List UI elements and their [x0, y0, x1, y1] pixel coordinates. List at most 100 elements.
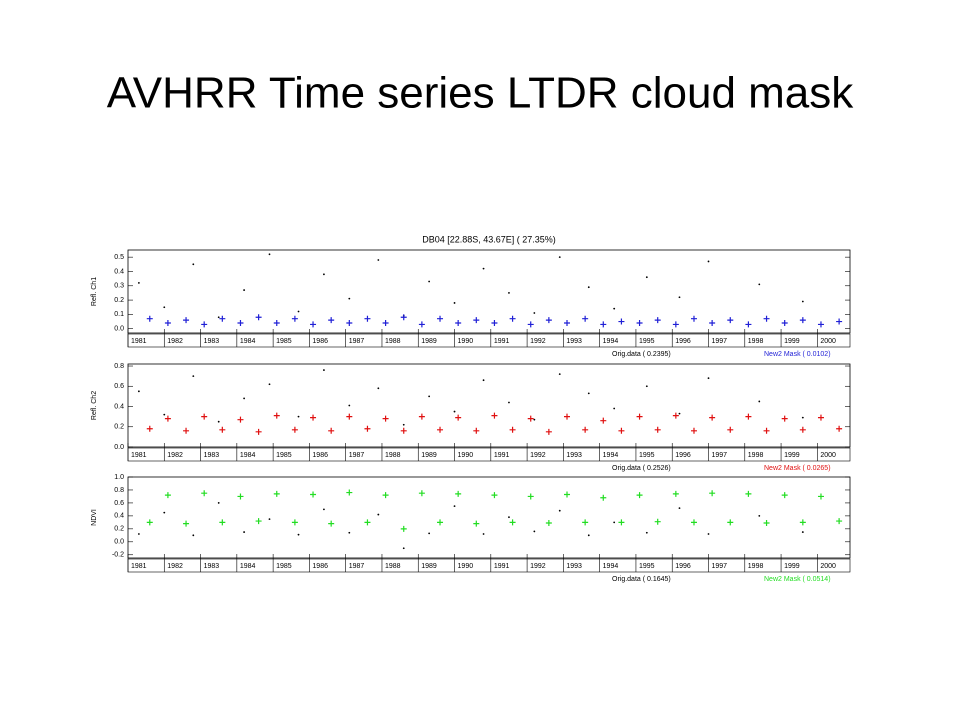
mask-point	[582, 426, 589, 433]
orig-point	[482, 533, 485, 535]
mask-point	[582, 519, 589, 526]
y-tick-label: 0.1	[114, 311, 124, 318]
y-tick-label: 0.8	[114, 363, 124, 370]
x-tick-label: 1997	[712, 563, 728, 570]
orig-point	[587, 392, 590, 395]
x-tick-label: 1987	[349, 338, 365, 345]
mask-point	[164, 319, 171, 326]
mask-point	[763, 427, 770, 434]
mask-point	[799, 426, 806, 433]
mask-point	[382, 492, 389, 499]
legend-entry: Orig.data ( 0.2395)	[612, 351, 671, 358]
x-tick-label: 1998	[748, 452, 764, 459]
chart-title: DB04 [22.88S, 43.67E] ( 27.35%)	[422, 234, 556, 244]
x-tick-label: 1986	[312, 338, 328, 345]
y-axis-label: Refl. Ch2	[91, 391, 98, 420]
mask-point	[455, 319, 462, 326]
mask-point	[564, 413, 571, 420]
x-tick-label: 1997	[712, 452, 728, 459]
y-tick-label: 0.8	[114, 487, 124, 494]
x-tick-label: 1999	[784, 563, 800, 570]
orig-point	[587, 534, 590, 537]
orig-point	[217, 316, 220, 319]
x-tick-label: 1998	[748, 563, 764, 570]
orig-point	[801, 300, 804, 303]
x-tick-label: 1988	[385, 563, 401, 570]
mask-point	[654, 317, 661, 324]
mask-point	[727, 519, 734, 526]
x-tick-label: 1982	[167, 338, 183, 345]
mask-point	[146, 425, 153, 432]
mask-point	[527, 493, 534, 500]
x-tick-label: 2000	[820, 452, 836, 459]
orig-point	[428, 280, 431, 283]
mask-point	[473, 520, 480, 527]
y-tick-label: 0.2	[114, 424, 124, 431]
x-tick-label: 1990	[458, 338, 474, 345]
x-tick-label: 1996	[675, 338, 691, 345]
mask-point	[328, 520, 335, 527]
mask-point	[690, 427, 697, 434]
x-tick-label: 1995	[639, 338, 655, 345]
y-tick-label: 1.0	[114, 474, 124, 481]
mask-point	[709, 319, 716, 326]
y-tick-label: 0.6	[114, 383, 124, 390]
mask-point	[799, 519, 806, 526]
mask-point	[418, 490, 425, 497]
x-tick-label: 1989	[421, 563, 437, 570]
x-tick-label: 1989	[421, 338, 437, 345]
orig-point	[297, 533, 300, 536]
orig-point	[678, 507, 681, 510]
orig-point	[137, 282, 140, 284]
mask-point	[328, 317, 335, 324]
mask-point	[817, 414, 824, 421]
orig-point	[645, 385, 648, 388]
mask-point	[545, 428, 552, 435]
mask-point	[763, 315, 770, 322]
y-tick-label: 0.5	[114, 254, 124, 261]
orig-point	[508, 516, 510, 519]
y-axis-label: NDVI	[91, 509, 98, 526]
orig-point	[428, 532, 431, 535]
mask-point	[727, 317, 734, 324]
orig-point	[297, 415, 300, 418]
mask-point	[201, 413, 208, 420]
orig-point	[428, 395, 431, 398]
orig-point	[268, 253, 271, 256]
mask-point	[618, 519, 625, 526]
orig-point	[533, 312, 536, 314]
mask-point	[183, 427, 190, 434]
x-tick-label: 1990	[458, 452, 474, 459]
mask-point	[146, 519, 153, 526]
orig-point	[613, 521, 616, 524]
mask-point	[817, 321, 824, 328]
mask-point	[400, 427, 407, 434]
x-tick-label: 1994	[603, 452, 619, 459]
mask-point	[237, 319, 244, 326]
legend-entry: Orig.data ( 0.2526)	[612, 465, 671, 472]
mask-point	[509, 519, 516, 526]
plot-area	[137, 253, 843, 328]
orig-point	[558, 373, 561, 376]
mask-point	[346, 489, 353, 496]
orig-point	[613, 407, 616, 410]
mask-point	[690, 315, 697, 322]
x-tick-label: 1998	[748, 338, 764, 345]
x-tick-label: 1995	[639, 563, 655, 570]
mask-point	[509, 315, 516, 322]
plot-area	[137, 489, 843, 550]
orig-point	[645, 276, 648, 279]
mask-point	[400, 525, 407, 532]
orig-point	[453, 410, 456, 413]
orig-point	[163, 413, 166, 416]
mask-point	[364, 315, 371, 322]
orig-point	[192, 263, 195, 266]
mask-point	[799, 317, 806, 324]
orig-point	[678, 296, 681, 299]
orig-point	[402, 423, 405, 426]
y-tick-label: 0.6	[114, 500, 124, 507]
x-tick-label: 1984	[240, 338, 256, 345]
x-tick-label: 1992	[530, 452, 546, 459]
x-tick-label: 1993	[566, 452, 582, 459]
